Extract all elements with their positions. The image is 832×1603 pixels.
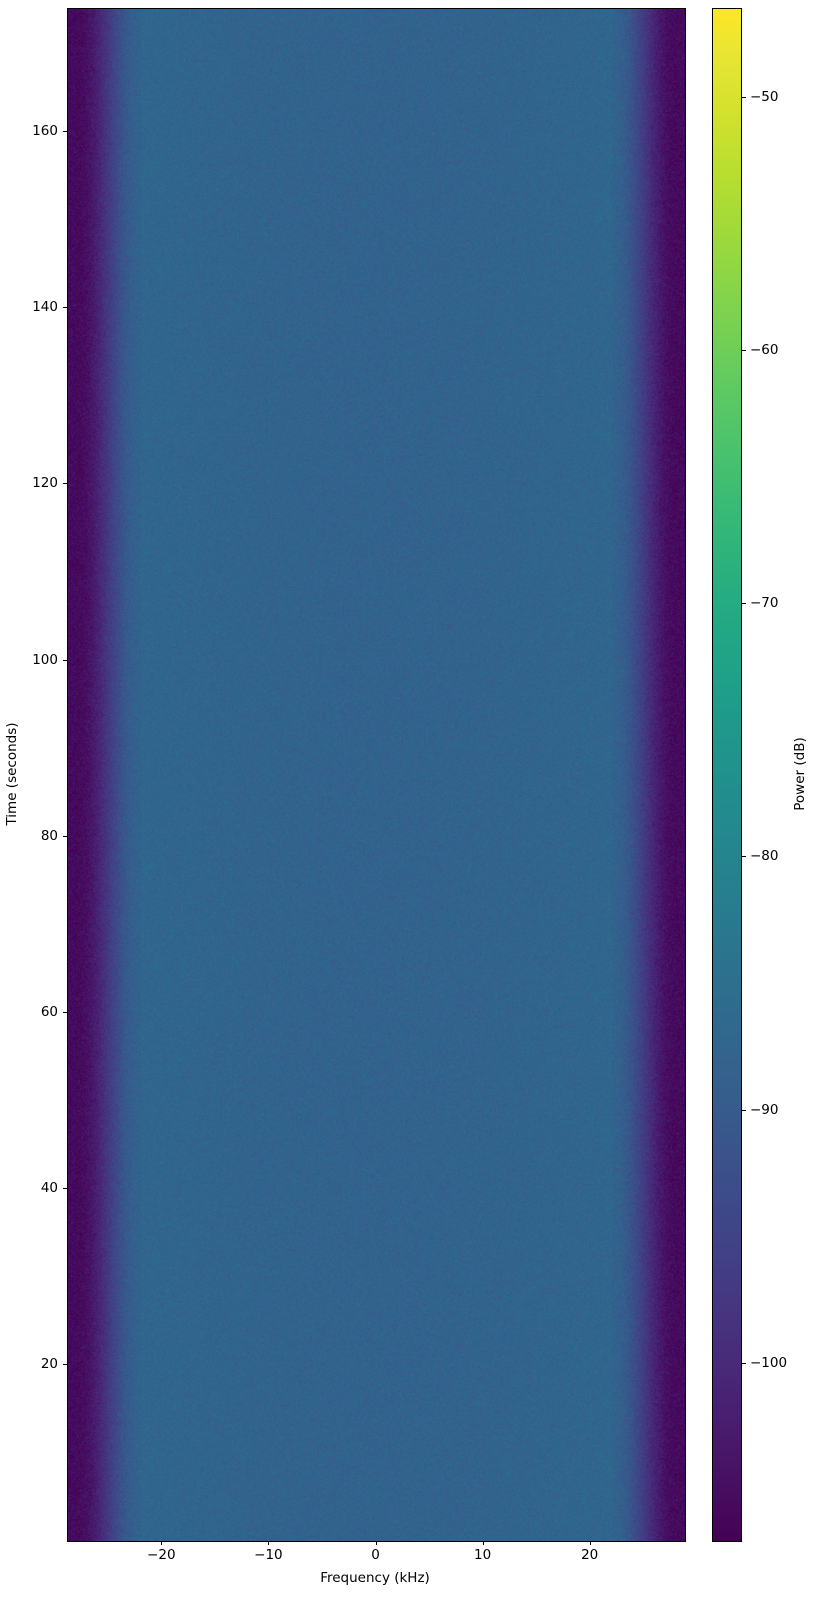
x-tick-mark [589, 1541, 591, 1545]
y-tick-label: 40 [40, 1179, 58, 1196]
y-tick-label: 160 [32, 123, 58, 140]
colorbar-tick-label: −100 [750, 1354, 788, 1371]
x-tick-mark [161, 1541, 163, 1545]
y-tick-mark [63, 483, 67, 485]
x-tick-label: −10 [254, 1547, 283, 1563]
spectrogram-plot-area[interactable] [67, 8, 686, 1542]
colorbar-tick-label: −60 [750, 341, 779, 358]
colorbar-tick-mark [742, 1362, 746, 1364]
colorbar-gradient [713, 9, 741, 1541]
x-tick-label: 10 [474, 1547, 492, 1563]
x-tick-mark [375, 1541, 377, 1545]
x-tick-label: −20 [147, 1547, 176, 1563]
y-tick-mark [63, 659, 67, 661]
y-axis-label: Time (seconds) [4, 722, 20, 826]
y-tick-label: 120 [32, 475, 58, 492]
colorbar-tick-label: −90 [750, 1101, 779, 1118]
colorbar[interactable] [712, 8, 742, 1542]
y-tick-mark [63, 835, 67, 837]
y-tick-label: 60 [40, 1003, 58, 1020]
y-tick-mark [63, 1011, 67, 1013]
x-tick-label: 20 [581, 1547, 599, 1563]
y-tick-mark [63, 1363, 67, 1365]
x-tick-mark [268, 1541, 270, 1545]
colorbar-tick-mark [742, 349, 746, 351]
colorbar-tick-label: −50 [750, 88, 779, 105]
colorbar-tick-mark [742, 856, 746, 858]
y-tick-mark [63, 131, 67, 133]
y-tick-label: 20 [40, 1355, 58, 1372]
x-axis-label: Frequency (kHz) [320, 1570, 430, 1586]
y-tick-label: 140 [32, 299, 58, 316]
y-tick-mark [63, 307, 67, 309]
y-tick-mark [63, 1187, 67, 1189]
x-tick-mark [482, 1541, 484, 1545]
spectrogram-heatmap [68, 9, 685, 1541]
colorbar-tick-mark [742, 603, 746, 605]
y-tick-label: 100 [32, 651, 58, 668]
colorbar-tick-mark [742, 1109, 746, 1111]
colorbar-tick-label: −70 [750, 595, 779, 612]
colorbar-tick-label: −80 [750, 848, 779, 865]
colorbar-tick-mark [742, 96, 746, 98]
y-tick-label: 80 [40, 827, 58, 844]
x-tick-label: 0 [371, 1547, 380, 1563]
colorbar-label: Power (dB) [792, 737, 808, 811]
